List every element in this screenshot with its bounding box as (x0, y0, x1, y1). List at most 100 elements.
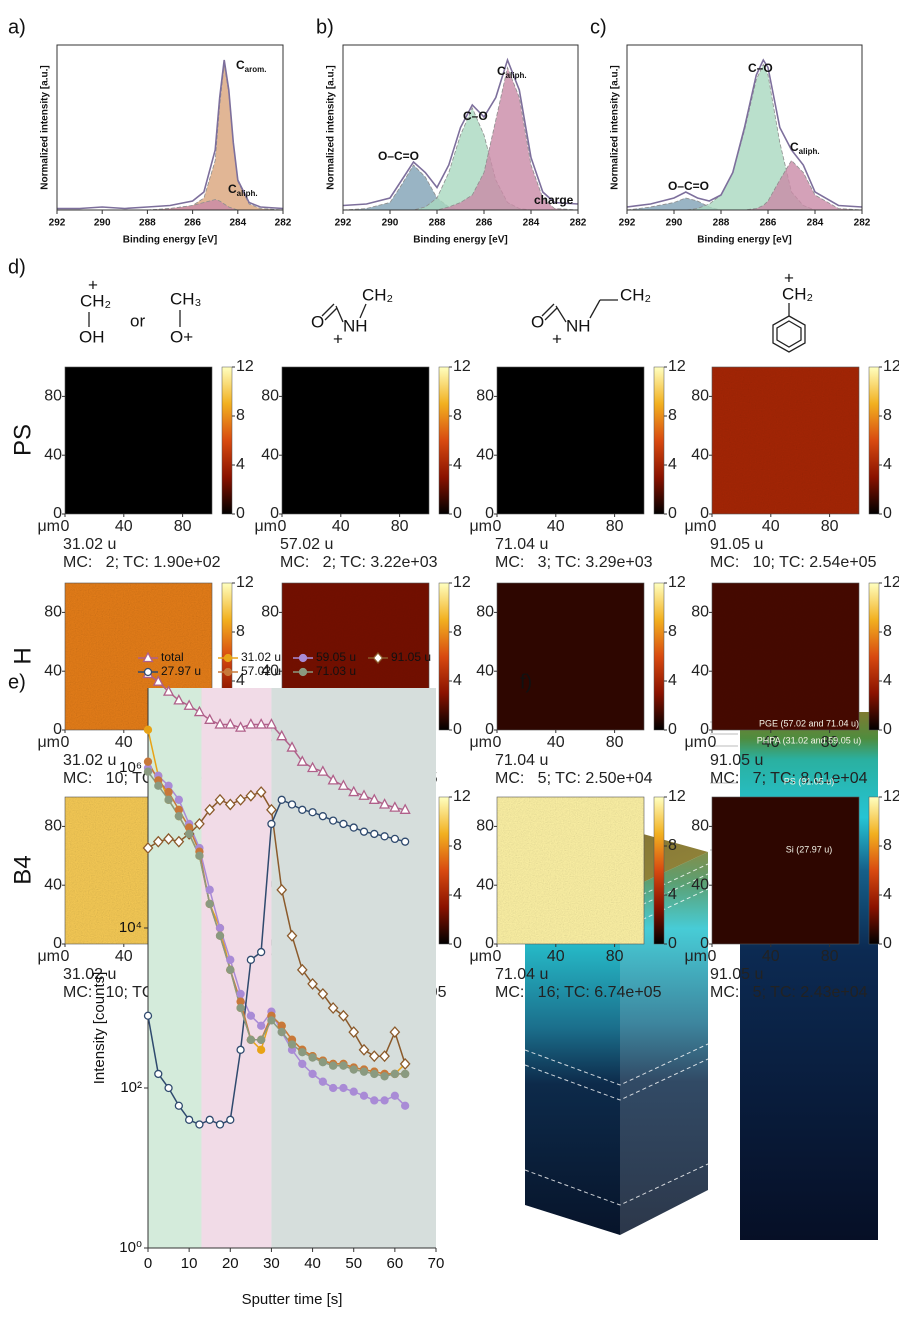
panel-label: d) (8, 256, 26, 278)
marker (204, 713, 216, 724)
colorbar-tick-label: 4 (453, 886, 462, 903)
colorbar-tick-label: 12 (668, 358, 686, 375)
colorbar-tick-label: 8 (668, 837, 677, 854)
y-tick-label: 10⁶ (119, 759, 142, 776)
marker (215, 923, 225, 933)
map-noise (497, 797, 644, 944)
marker (256, 1021, 266, 1030)
x-tick-label: 40 (332, 518, 350, 535)
y-tick-label: 0 (53, 505, 62, 522)
map-frame (496, 796, 645, 945)
x-tick-label: 40 (547, 518, 565, 535)
marker (195, 1120, 204, 1129)
marker (306, 761, 319, 773)
peak-label: C–O (463, 109, 488, 123)
marker (339, 1061, 348, 1070)
map-frame (64, 582, 213, 731)
marker (359, 1067, 369, 1076)
x-tick-label: 80 (174, 518, 192, 535)
phase-region (271, 688, 436, 1248)
colorbar-tick-label: 4 (883, 672, 892, 689)
marker (348, 1026, 360, 1039)
peak-label: Carom. (236, 58, 266, 74)
x-tick-label: 40 (115, 734, 133, 751)
x-tick-label: 0 (278, 518, 287, 535)
structure-label: NH (566, 316, 591, 335)
structure-label: CH₂ (782, 284, 813, 303)
x-tick-label: 292 (49, 218, 66, 229)
count-label: MC: 5; TC: 2.50e+04 (495, 770, 653, 787)
x-tick-label: 80 (606, 734, 624, 751)
colorbar-tick-label: 4 (883, 886, 892, 903)
layer-label: PGE (57.02 and 71.04 u) (759, 718, 859, 728)
intensity-map (282, 367, 429, 514)
x-tick-label: 284 (523, 218, 540, 229)
x-tick-label: 70 (428, 1255, 445, 1272)
x-tick-label: 292 (619, 218, 636, 229)
colorbar-tick-label: 12 (236, 574, 254, 591)
marker (224, 718, 236, 729)
y-tick-label: 0 (485, 721, 494, 738)
x-tick-label: 0 (493, 734, 502, 751)
map-frame (281, 366, 430, 515)
colorbar-tick-label: 12 (883, 574, 899, 591)
legend-label: 57.02 u (241, 664, 281, 678)
x-tick-label: 40 (547, 948, 565, 965)
peak-label-main: C (236, 58, 245, 72)
colorbar-tick-label: 12 (453, 358, 471, 375)
colorbar-tick-label: 12 (883, 788, 899, 805)
structure-label: + (784, 268, 794, 287)
colorbar-tick-label: 0 (883, 935, 892, 952)
row-label: B4 (9, 855, 36, 884)
marker (298, 1059, 307, 1069)
x-tick-label: 50 (345, 1255, 362, 1272)
peak-label-sub: aliph. (237, 189, 258, 198)
legend-label: 27.97 u (161, 664, 201, 678)
component-area (343, 66, 579, 211)
map-noise (497, 583, 644, 730)
marker (349, 1065, 358, 1074)
marker (338, 1009, 349, 1022)
colorbar-tick-label: 8 (453, 623, 462, 640)
legend-marker (223, 667, 233, 677)
y-axis-label: Normalized intensity [a.u.] (326, 65, 337, 189)
structure-label: OH (79, 327, 105, 346)
x-tick-label: 40 (762, 518, 780, 535)
legend-marker (298, 667, 308, 677)
marker (400, 1101, 410, 1110)
x-tick-label: 40 (115, 948, 133, 965)
marker (224, 798, 236, 811)
marker (174, 1101, 184, 1110)
x-tick-label: 0 (493, 948, 502, 965)
marker (296, 755, 308, 766)
x-tick-label: 80 (391, 518, 409, 535)
axis-unit: μm (469, 734, 492, 751)
count-label: MC: 7; TC: 8.01e+04 (710, 770, 868, 787)
legend-label: 31.02 u (241, 650, 281, 664)
y-tick-label: 0 (700, 505, 709, 522)
colorbar-tick-label: 4 (236, 672, 245, 689)
marker (164, 1083, 173, 1093)
count-label: MC: 2; TC: 3.22e+03 (280, 554, 438, 571)
marker (276, 729, 288, 741)
y-tick-label: 40 (44, 662, 62, 679)
peak-label: C–O (748, 61, 773, 75)
mass-label: 31.02 u (63, 966, 116, 983)
marker (256, 947, 266, 957)
count-label: MC: 2; TC: 1.90e+02 (63, 554, 221, 571)
y-tick-label: 40 (261, 446, 279, 463)
intensity-map (497, 367, 644, 514)
x-tick-label: 10 (181, 1255, 198, 1272)
marker (349, 823, 358, 832)
marker (162, 685, 175, 696)
marker (287, 800, 297, 809)
spectrum-line (626, 58, 863, 208)
marker (359, 827, 369, 836)
y-tick-label: 80 (476, 604, 494, 621)
colorbar-tick-label: 12 (668, 788, 686, 805)
x-tick-label: 80 (606, 518, 624, 535)
x-tick-label: 286 (184, 218, 201, 229)
marker (318, 812, 328, 821)
component-area (627, 63, 862, 211)
marker (390, 1091, 400, 1100)
